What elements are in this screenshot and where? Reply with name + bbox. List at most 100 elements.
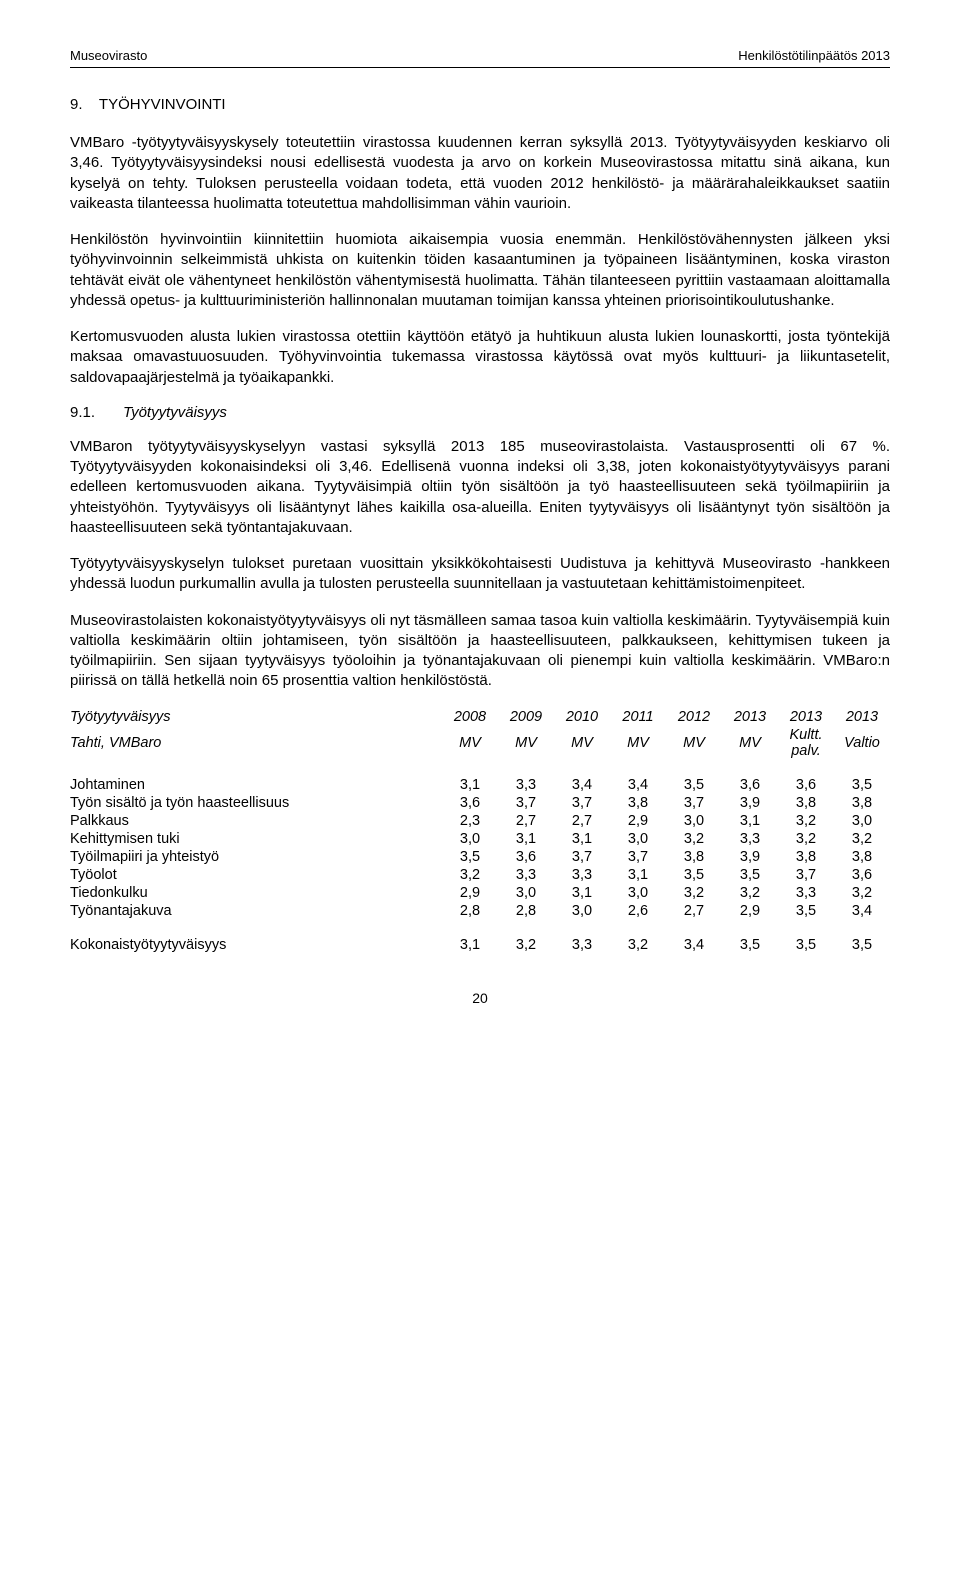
table-row: Työn sisältö ja työn haasteellisuus3,63,… <box>70 794 890 812</box>
th-sub: MV <box>666 726 722 760</box>
cell-value: 3,5 <box>666 866 722 884</box>
row-label: Työnantajakuva <box>70 902 442 920</box>
cell-value: 2,7 <box>498 812 554 830</box>
cell-value: 3,5 <box>722 866 778 884</box>
cell-value: 3,2 <box>722 884 778 902</box>
cell-value: 3,3 <box>554 866 610 884</box>
cell-value: 3,2 <box>778 830 834 848</box>
header-rule <box>70 67 890 68</box>
paragraph-5: Työtyytyväisyyskyselyn tulokset puretaan… <box>70 554 890 595</box>
cell-value: 3,1 <box>554 884 610 902</box>
table-header-row-1: Työtyytyväisyys 2008 2009 2010 2011 2012… <box>70 708 890 726</box>
cell-value: 3,3 <box>778 884 834 902</box>
cell-value: 3,8 <box>666 848 722 866</box>
table-row: Johtaminen3,13,33,43,43,53,63,63,5 <box>70 776 890 794</box>
row-label: Tiedonkulku <box>70 884 442 902</box>
row-label: Työn sisältö ja työn haasteellisuus <box>70 794 442 812</box>
th-sub: MV <box>610 726 666 760</box>
table-row: Kehittymisen tuki3,03,13,13,03,23,33,23,… <box>70 830 890 848</box>
cell-value: 3,8 <box>778 794 834 812</box>
paragraph-2: Henkilöstön hyvinvointiin kiinnitettiin … <box>70 230 890 311</box>
th-year: 2010 <box>554 708 610 726</box>
subsection-number: 9.1. <box>70 404 95 421</box>
cell-value: 3,9 <box>722 848 778 866</box>
cell-value: 3,4 <box>554 776 610 794</box>
cell-value: 3,1 <box>722 812 778 830</box>
cell-value: 3,3 <box>498 866 554 884</box>
cell-value: 2,7 <box>554 812 610 830</box>
table-row: Työnantajakuva2,82,83,02,62,72,93,53,4 <box>70 902 890 920</box>
row-label: Kehittymisen tuki <box>70 830 442 848</box>
section-title: 9. TYÖHYVINVOINTI <box>70 96 890 113</box>
paragraph-3: Kertomusvuoden alusta lukien virastossa … <box>70 327 890 388</box>
th-sub: MV <box>722 726 778 760</box>
header-left: Museovirasto <box>70 48 147 63</box>
cell-value: 3,6 <box>778 776 834 794</box>
satisfaction-table: Työtyytyväisyys 2008 2009 2010 2011 2012… <box>70 708 890 954</box>
th-year: 2012 <box>666 708 722 726</box>
cell-value: 3,2 <box>834 884 890 902</box>
table-row: Työilmapiiri ja yhteistyö3,53,63,73,73,8… <box>70 848 890 866</box>
cell-value: 3,2 <box>610 936 666 954</box>
cell-value: 3,4 <box>610 776 666 794</box>
cell-value: 3,1 <box>554 830 610 848</box>
cell-value: 3,0 <box>666 812 722 830</box>
cell-value: 3,8 <box>778 848 834 866</box>
cell-value: 3,0 <box>442 830 498 848</box>
row-label: Palkkaus <box>70 812 442 830</box>
table-row: Palkkaus2,32,72,72,93,03,13,23,0 <box>70 812 890 830</box>
cell-value: 3,7 <box>778 866 834 884</box>
cell-value: 3,0 <box>834 812 890 830</box>
row-label: Työolot <box>70 866 442 884</box>
cell-value: 3,3 <box>498 776 554 794</box>
cell-value: 3,6 <box>498 848 554 866</box>
cell-value: 3,7 <box>554 848 610 866</box>
cell-value: 2,7 <box>666 902 722 920</box>
cell-value: 3,0 <box>554 902 610 920</box>
th-year: 2013 <box>834 708 890 726</box>
cell-value: 2,6 <box>610 902 666 920</box>
cell-value: 3,1 <box>610 866 666 884</box>
th-sub: Valtio <box>834 726 890 760</box>
cell-value: 3,3 <box>554 936 610 954</box>
cell-value: 3,2 <box>778 812 834 830</box>
cell-value: 3,4 <box>834 902 890 920</box>
th-sub: MV <box>498 726 554 760</box>
cell-value: 3,9 <box>722 794 778 812</box>
th-sub: Tahti, VMBaro <box>70 726 442 760</box>
cell-value: 3,0 <box>610 830 666 848</box>
table-body: Johtaminen3,13,33,43,43,53,63,63,5Työn s… <box>70 760 890 954</box>
cell-value: 3,2 <box>442 866 498 884</box>
cell-value: 3,6 <box>722 776 778 794</box>
cell-value: 3,5 <box>722 936 778 954</box>
th-year: 2009 <box>498 708 554 726</box>
cell-value: 3,5 <box>834 776 890 794</box>
cell-value: 3,8 <box>834 848 890 866</box>
page: Museovirasto Henkilöstötilinpäätös 2013 … <box>0 0 960 1046</box>
cell-value: 3,7 <box>498 794 554 812</box>
cell-value: 3,1 <box>498 830 554 848</box>
cell-value: 2,9 <box>610 812 666 830</box>
cell-value: 3,2 <box>666 830 722 848</box>
table-row: Tiedonkulku2,93,03,13,03,23,23,33,2 <box>70 884 890 902</box>
table-head: Työtyytyväisyys 2008 2009 2010 2011 2012… <box>70 708 890 760</box>
th-label: Työtyytyväisyys <box>70 708 442 726</box>
cell-value: 3,8 <box>610 794 666 812</box>
row-label: Johtaminen <box>70 776 442 794</box>
cell-value: 3,6 <box>442 794 498 812</box>
cell-value: 3,7 <box>666 794 722 812</box>
section-heading: TYÖHYVINVOINTI <box>99 96 226 113</box>
page-header: Museovirasto Henkilöstötilinpäätös 2013 <box>70 48 890 63</box>
row-label: Kokonaistyötyytyväisyys <box>70 936 442 954</box>
th-year: 2008 <box>442 708 498 726</box>
cell-value: 3,5 <box>778 902 834 920</box>
table-header-row-2: Tahti, VMBaro MV MV MV MV MV MV Kultt. p… <box>70 726 890 760</box>
cell-value: 3,4 <box>666 936 722 954</box>
cell-value: 2,8 <box>442 902 498 920</box>
cell-value: 3,2 <box>666 884 722 902</box>
cell-value: 3,0 <box>610 884 666 902</box>
subsection-heading: Työtyytyväisyys <box>123 404 227 421</box>
cell-value: 2,9 <box>442 884 498 902</box>
cell-value: 3,5 <box>442 848 498 866</box>
th-sub: MV <box>442 726 498 760</box>
